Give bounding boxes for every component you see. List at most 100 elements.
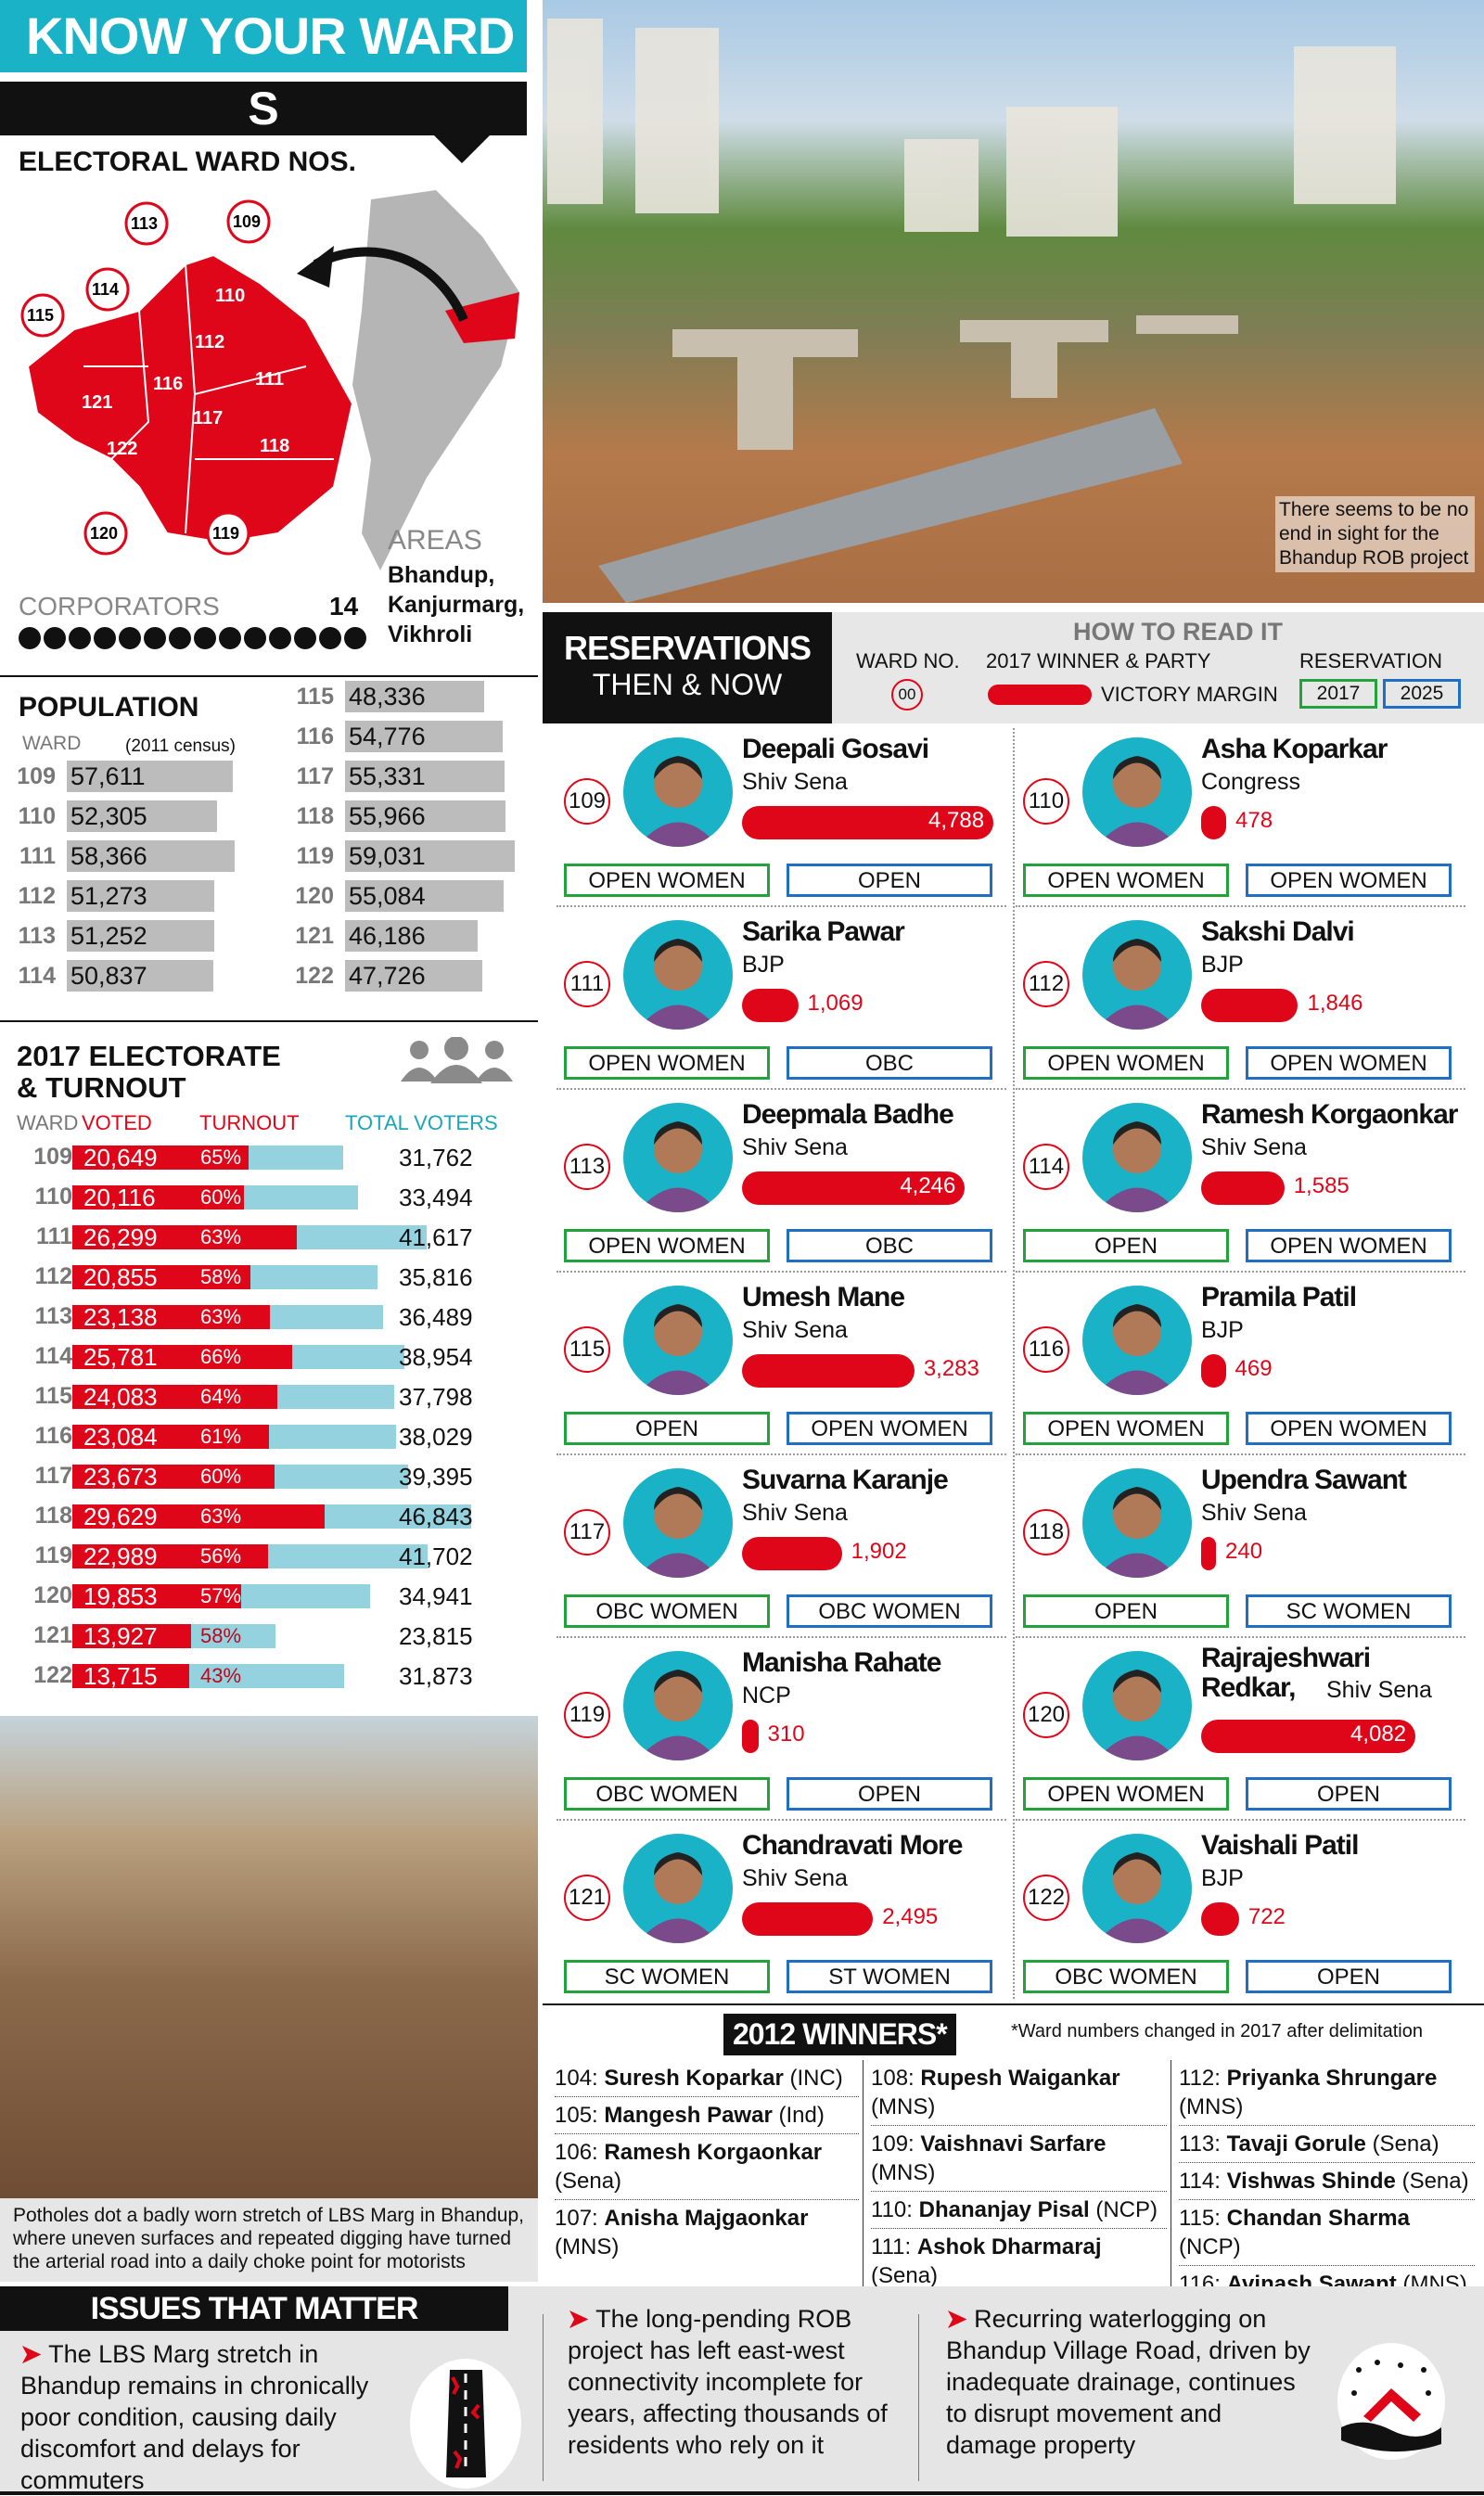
- population-value: 55,331: [349, 762, 426, 790]
- portrait-icon: [637, 1304, 719, 1395]
- svg-text:122: 122: [107, 439, 137, 459]
- candidate-name: Chandravati More: [742, 1830, 963, 1861]
- voted-value: 20,855: [83, 1263, 158, 1291]
- population-ward: 122: [295, 962, 334, 989]
- voted-value: 25,781: [83, 1343, 158, 1371]
- population-value: 48,336: [349, 682, 426, 710]
- electorate-ward: 112: [34, 1263, 72, 1289]
- candidate-name: Pramila Patil: [1201, 1282, 1357, 1312]
- voted-value: 20,116: [83, 1184, 156, 1211]
- reservation-2025: OPEN WOMEN: [1246, 1412, 1452, 1445]
- margin-value: 1,585: [1293, 1173, 1350, 1198]
- ward-callouts: 113 109 114 115 120 119: [20, 199, 271, 556]
- reservation-2025: OPEN: [1246, 1960, 1452, 1993]
- portrait-icon: [1096, 1304, 1178, 1395]
- reservation-2017: OPEN: [564, 1412, 770, 1445]
- margin-bar: [742, 806, 993, 839]
- margin-value: 478: [1235, 808, 1273, 833]
- population-value: 55,084: [349, 881, 426, 910]
- voted-value: 13,715: [83, 1662, 158, 1690]
- electorate-ward: 113: [34, 1303, 72, 1329]
- electorate-ward: 117: [34, 1463, 72, 1489]
- portrait-icon: [637, 756, 719, 847]
- reservation-2017: OPEN: [1023, 1229, 1229, 1262]
- winner-party: (Sena): [555, 2169, 622, 2194]
- margin-value: 310: [767, 1722, 805, 1747]
- population-row: 114 50,837: [0, 960, 213, 992]
- voted-value: 23,138: [83, 1303, 158, 1331]
- population-row: 116 54,776: [278, 721, 503, 752]
- candidate-party: Shiv Sena: [742, 1134, 848, 1160]
- candidate-name: Asha Koparkar: [1201, 734, 1388, 764]
- svg-text:112: 112: [195, 332, 224, 352]
- svg-text:114: 114: [92, 280, 119, 299]
- turnout-value: 65%: [200, 1146, 242, 1169]
- howto-reservation-label: RESERVATION: [1299, 649, 1443, 672]
- candidate-card: 122 Vaishali Patil BJP 722 OBC WOMEN OPEN: [1016, 1823, 1465, 2005]
- card-divider: [556, 905, 1006, 907]
- winners-title: 2012 WINNERS*: [723, 2014, 956, 2055]
- population-row: 113 51,252: [0, 920, 214, 952]
- ward-number-badge: 116: [1023, 1326, 1069, 1373]
- population-ward: 120: [295, 882, 334, 909]
- voted-value: 26,299: [83, 1223, 158, 1251]
- svg-text:110: 110: [215, 286, 245, 306]
- corporator-dot: [269, 627, 291, 649]
- electorate-ward: 118: [34, 1503, 72, 1529]
- issue-item: ➤ The LBS Marg stretch in Bhandup remain…: [20, 2338, 401, 2496]
- card-divider: [1016, 1453, 1465, 1455]
- electorate-row: 113 23,138 63% 36,489: [0, 1303, 538, 1331]
- electorate-row: 110 20,116 60% 33,494: [0, 1184, 538, 1211]
- candidate-name: Deepali Gosavi: [742, 734, 929, 764]
- road-icon: [410, 2359, 521, 2489]
- voted-value: 22,989: [83, 1542, 158, 1570]
- card-divider: [1016, 905, 1465, 907]
- corporator-dots: [19, 627, 366, 649]
- winner-party: (MNS): [871, 2094, 936, 2119]
- reservation-2017: OPEN WOMEN: [564, 1046, 770, 1080]
- population-ward-label: WARD: [22, 733, 82, 754]
- electorate-row: 118 29,629 63% 46,843: [0, 1503, 538, 1530]
- winner-item: 108: Rupesh Waigankar (MNS): [871, 2060, 1167, 2126]
- divider: [0, 675, 538, 677]
- margin-bar: [742, 989, 799, 1022]
- voted-bar: [72, 1385, 278, 1409]
- voted-value: 24,083: [83, 1383, 158, 1411]
- population-ward: 111: [19, 842, 56, 869]
- population-bar: [345, 761, 505, 792]
- population-row: 115 48,336: [278, 681, 484, 712]
- candidate-card: 119 Manisha Rahate NCP 310 OBC WOMEN OPEN: [556, 1640, 1006, 1823]
- corporator-dot: [219, 627, 241, 649]
- margin-bar: [1201, 1902, 1239, 1936]
- population-section: POPULATION WARD (2011 census) 109 57,611 1…: [0, 677, 538, 1020]
- candidate-name: Suvarna Karanje: [742, 1465, 949, 1495]
- how-to-read-legend: HOW TO READ IT WARD NO. 00 2017 WINNER &…: [832, 612, 1484, 723]
- winner-item: 115: Chandan Sharma (NCP): [1179, 2200, 1475, 2266]
- voted-bar: [72, 1425, 270, 1449]
- candidate-party: NCP: [742, 1683, 791, 1709]
- portrait-icon: [1096, 1852, 1178, 1943]
- voted-bar: [72, 1504, 326, 1529]
- ward-number-badge: 122: [1023, 1875, 1069, 1921]
- population-ward: 121: [295, 922, 334, 949]
- candidate-party: BJP: [1201, 1317, 1244, 1343]
- total-voters-value: 38,029: [399, 1423, 473, 1451]
- winners-column: 108: Rupesh Waigankar (MNS) 109: Vaishnav…: [863, 2060, 1167, 2294]
- candidate-name: Sarika Pawar: [742, 916, 905, 947]
- turnout-value: 58%: [200, 1624, 242, 1647]
- candidate-party: BJP: [1201, 952, 1244, 978]
- ward-number-badge: 110: [1023, 778, 1069, 825]
- voted-bar: [72, 1146, 249, 1170]
- candidate-party: Shiv Sena: [742, 1500, 848, 1526]
- ward-map: 110 112 111 116 117 118 121 122 113 109 114 115…: [20, 190, 519, 570]
- population-value: 57,611: [70, 762, 146, 790]
- voted-bar: [72, 1465, 275, 1489]
- population-ward: 118: [296, 802, 334, 829]
- voted-bar: [72, 1185, 244, 1210]
- population-bar: [345, 721, 503, 752]
- corporator-dot: [344, 627, 366, 649]
- margin-value: 4,788: [928, 808, 985, 833]
- reservation-2017: OPEN WOMEN: [1023, 1412, 1229, 1445]
- winner-ward: 105:: [555, 2103, 598, 2128]
- voted-value: 20,649: [83, 1144, 158, 1171]
